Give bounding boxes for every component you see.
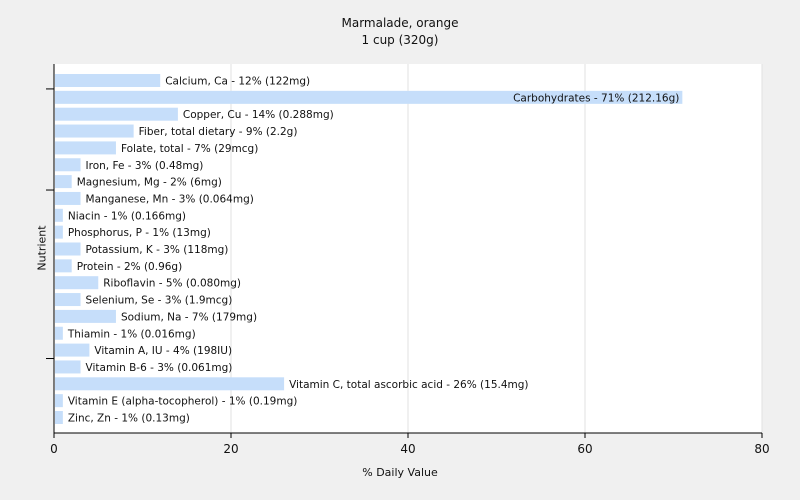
data-label: Fiber, total dietary - 9% (2.2g) (139, 126, 298, 138)
x-tick-label: 80 (754, 442, 769, 456)
data-label: Vitamin E (alpha-tocopherol) - 1% (0.19m… (68, 396, 298, 408)
data-label: Potassium, K - 3% (118mg) (86, 244, 229, 256)
data-label: Vitamin B-6 - 3% (0.061mg) (86, 362, 233, 374)
bar (55, 242, 81, 256)
x-axis-label: % Daily Value (362, 466, 438, 479)
data-label: Vitamin C, total ascorbic acid - 26% (15… (289, 379, 528, 391)
bar (55, 225, 63, 239)
bar (55, 360, 81, 374)
bar (55, 394, 63, 408)
bar (55, 191, 81, 205)
data-label: Riboflavin - 5% (0.080mg) (103, 278, 241, 290)
x-tick-label: 20 (223, 442, 238, 456)
bar (55, 124, 134, 138)
bar (55, 259, 72, 273)
bar (55, 141, 116, 155)
data-label: Calcium, Ca - 12% (122mg) (165, 76, 310, 88)
bar (55, 208, 63, 222)
bar (55, 411, 63, 424)
chart-title: Marmalade, orange (341, 16, 459, 30)
bar (55, 158, 81, 172)
data-label: Selenium, Se - 3% (1.9mcg) (86, 295, 233, 307)
data-label: Phosphorus, P - 1% (13mg) (68, 227, 211, 239)
bar (55, 90, 683, 104)
data-label: Magnesium, Mg - 2% (6mg) (77, 177, 222, 189)
bar (55, 326, 63, 340)
data-label: Niacin - 1% (0.166mg) (68, 210, 186, 222)
data-label: Copper, Cu - 14% (0.288mg) (183, 109, 334, 121)
x-tick-label: 0 (50, 442, 58, 456)
bar (55, 276, 99, 290)
data-label: Carbohydrates - 71% (212.16g) (513, 92, 679, 104)
bar (55, 309, 116, 323)
data-label: Thiamin - 1% (0.016mg) (67, 328, 196, 340)
bar (55, 293, 81, 307)
bar (55, 377, 285, 391)
data-label: Protein - 2% (0.96g) (77, 261, 183, 273)
bar (55, 74, 161, 87)
data-label: Manganese, Mn - 3% (0.064mg) (86, 193, 254, 205)
chart-subtitle: 1 cup (320g) (361, 33, 439, 47)
data-label: Zinc, Zn - 1% (0.13mg) (68, 413, 190, 425)
x-tick-label: 40 (400, 442, 415, 456)
data-label: Folate, total - 7% (29mcg) (121, 143, 258, 155)
bar (55, 107, 178, 121)
data-label: Sodium, Na - 7% (179mg) (121, 311, 257, 323)
data-label: Vitamin A, IU - 4% (198IU) (94, 345, 232, 357)
x-tick-label: 60 (577, 442, 592, 456)
data-label: Iron, Fe - 3% (0.48mg) (86, 160, 204, 172)
bar (55, 175, 72, 189)
y-axis-label: Nutrient (35, 225, 49, 271)
bar (55, 343, 90, 357)
